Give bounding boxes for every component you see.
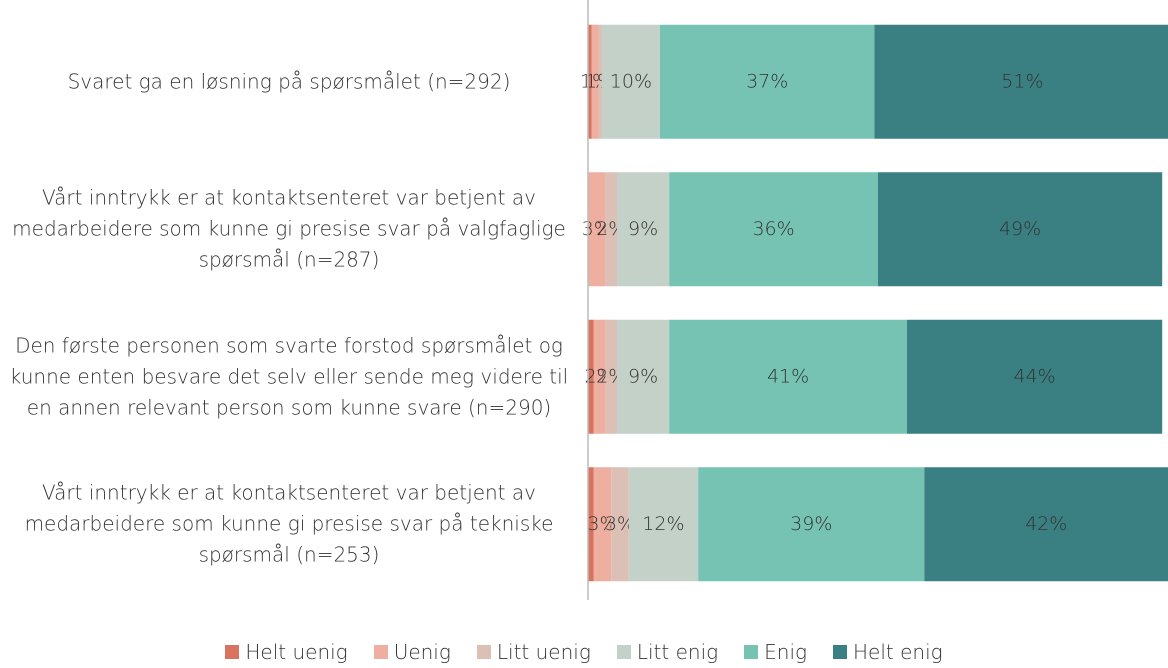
bar-segment (588, 24, 592, 139)
data-label: 36% (752, 218, 794, 240)
bar-segment (698, 467, 925, 582)
category-label: Den første personen som svarte forstod s… (9, 333, 569, 420)
bar-segment (601, 24, 660, 139)
bar-segment (907, 319, 1163, 434)
bar-segment (591, 24, 599, 139)
data-label: 41% (767, 365, 809, 387)
legend-swatch (476, 645, 491, 659)
legend-swatch (616, 645, 631, 659)
bar-segment (605, 319, 617, 434)
category-label: Vårt inntrykk er at kontaktsenteret var … (12, 185, 566, 272)
bar-segment (669, 172, 878, 287)
bar-segment (874, 24, 1168, 139)
data-label: 42% (1025, 513, 1067, 535)
legend-swatch (744, 645, 759, 659)
data-label: 37% (746, 70, 788, 92)
legend-item: Helt enig (833, 640, 943, 664)
data-label: 9% (628, 218, 658, 240)
data-label: 3% (582, 218, 612, 240)
category-label: Svaret ga en løsning på spørsmålet (n=29… (67, 69, 511, 94)
data-label: 10% (610, 70, 652, 92)
bar-segment (628, 467, 699, 582)
data-label: 12% (642, 513, 684, 535)
legend-item: Enig (744, 640, 807, 664)
legend-label: Helt enig (853, 640, 943, 664)
data-label: 44% (1013, 365, 1055, 387)
legend-label: Helt uenig (245, 640, 348, 664)
bar-segment (598, 24, 602, 139)
bar-segment (659, 24, 875, 139)
legend-swatch (225, 645, 240, 659)
legend-swatch (833, 645, 847, 659)
bar-segment (605, 172, 617, 287)
bar-segment (588, 319, 594, 434)
data-label: 9% (628, 365, 658, 387)
legend-label: Uenig (393, 640, 451, 664)
legend-item: Litt uenig (476, 640, 591, 664)
bar-segment (617, 319, 670, 434)
legend-item: Litt enig (616, 640, 719, 664)
bar-segment (593, 319, 606, 434)
bar-segment (617, 172, 670, 287)
data-label: 49% (999, 218, 1041, 240)
legend-swatch (373, 645, 388, 659)
data-label: 51% (1001, 70, 1043, 92)
legend: Helt uenig Uenig Litt uenig Litt enig Enig He… (0, 640, 1168, 664)
bar-segment (878, 172, 1163, 287)
bar-segment (588, 172, 606, 287)
bar-segment (593, 467, 612, 582)
legend-item: Uenig (373, 640, 451, 664)
data-label: 3% (587, 513, 617, 535)
bar-segment (611, 467, 629, 582)
data-label: 3% (605, 513, 635, 535)
bar-segment (588, 467, 594, 582)
legend-label: Litt uenig (496, 640, 591, 664)
category-label: Vårt inntrykk er at kontaktsenteret var … (24, 480, 554, 567)
bar-segment (669, 319, 907, 434)
data-label: 39% (790, 513, 832, 535)
bar-segment (924, 467, 1168, 582)
legend-label: Litt enig (636, 640, 719, 664)
legend-label: Enig (764, 640, 807, 664)
legend-item: Helt uenig (225, 640, 348, 664)
